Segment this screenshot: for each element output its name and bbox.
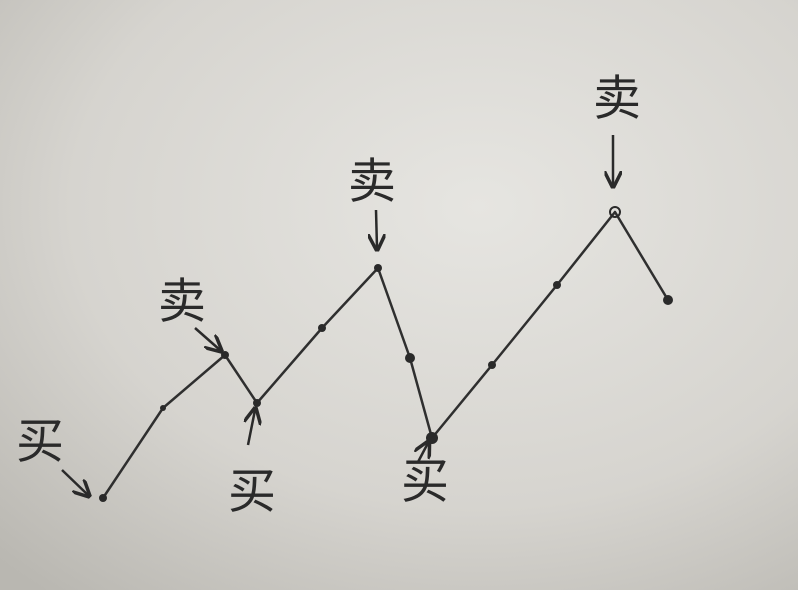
annotation: 卖 xyxy=(348,154,396,210)
annotation: 卖 xyxy=(593,71,641,127)
annotation: 买 xyxy=(401,454,449,510)
annotation: 买 xyxy=(16,414,64,470)
annotation: 买 xyxy=(228,464,276,520)
arrows xyxy=(61,135,613,495)
annotation: 卖 xyxy=(158,274,206,330)
price-line xyxy=(101,210,670,499)
